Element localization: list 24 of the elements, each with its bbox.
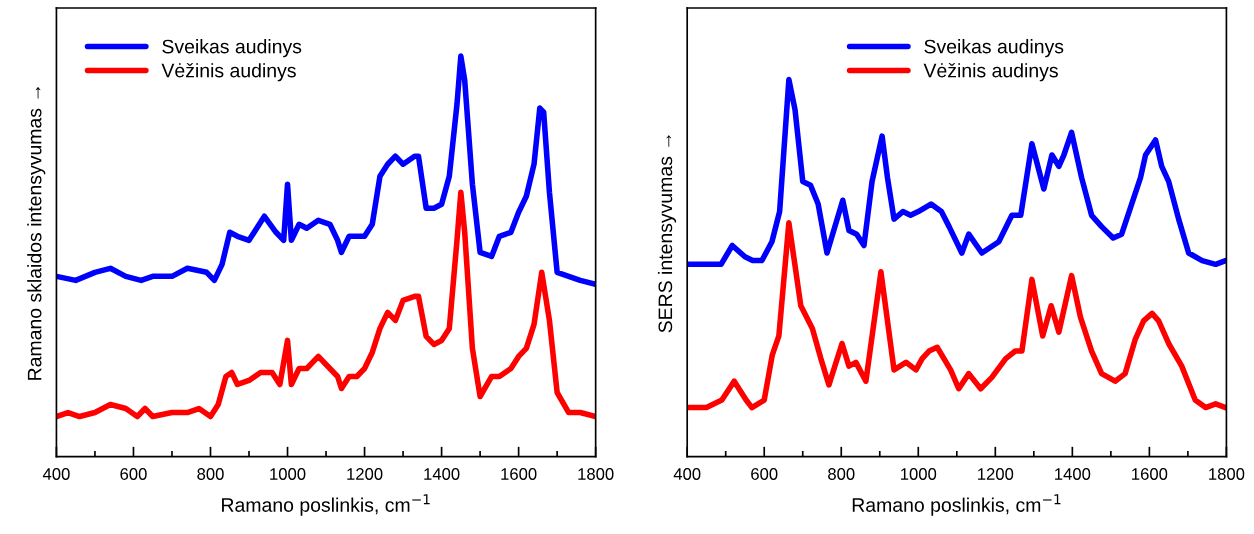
x-tick-label: 800 bbox=[197, 468, 224, 480]
x-tick-label: 400 bbox=[673, 468, 701, 480]
x-tick-label: 600 bbox=[751, 468, 778, 480]
x-tick-label: 1000 bbox=[270, 468, 306, 480]
x-tick-label: 1600 bbox=[501, 468, 537, 480]
legend-label: Sveikas audinys bbox=[924, 39, 1064, 58]
x-axis-title: Ramano poslinkis, cm$^{−1}$ bbox=[222, 494, 430, 516]
x-tick-label: 1600 bbox=[1132, 468, 1168, 480]
legend-label: Vėžinis audinys bbox=[923, 63, 1058, 82]
x-tick-label: 1200 bbox=[978, 468, 1014, 480]
x-tick-label: 400 bbox=[42, 468, 70, 480]
legend-label: Vėžinis audinys bbox=[161, 63, 296, 82]
x-tick-label: 1800 bbox=[578, 468, 614, 480]
x-tick-label: 1200 bbox=[347, 468, 383, 480]
x-tick-label: 1400 bbox=[424, 468, 460, 480]
x-tick-label: 1000 bbox=[901, 468, 937, 480]
x-axis-title: Ramano poslinkis, cm$^{−1}$ bbox=[852, 494, 1061, 516]
y-axis-title: SERS intensyvumas → bbox=[657, 135, 677, 333]
x-tick-label: 1400 bbox=[1055, 468, 1091, 480]
x-tick-label: 1800 bbox=[1209, 468, 1245, 480]
x-tick-label: 600 bbox=[120, 468, 147, 480]
x-tick-label: 800 bbox=[828, 468, 855, 480]
legend-label: Sveikas audinys bbox=[162, 39, 302, 58]
y-axis-title: Ramano sklaidos intensyvumas → bbox=[27, 87, 46, 380]
